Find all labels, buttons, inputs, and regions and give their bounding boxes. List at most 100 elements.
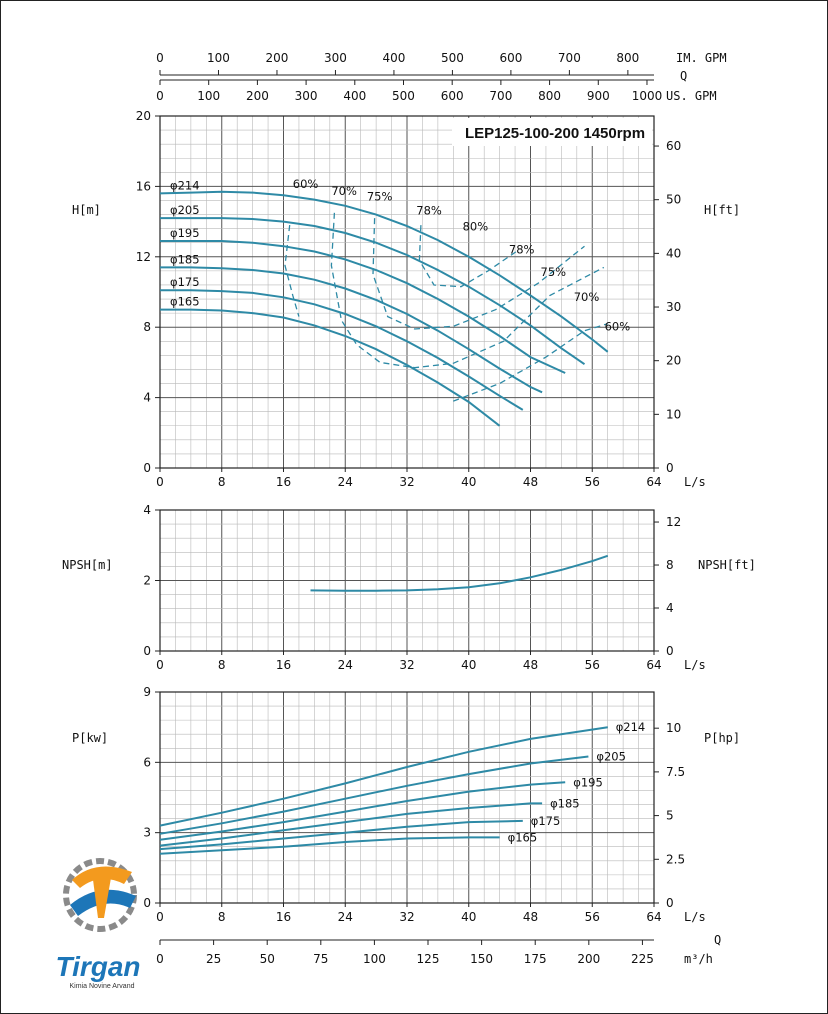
- series-line: [160, 266, 543, 394]
- series-label: φ195: [170, 226, 200, 240]
- x-tick-label: 64: [646, 658, 661, 672]
- y2-tick-label: 2.5: [666, 852, 685, 866]
- y-tick-label: 4: [143, 391, 151, 405]
- x-tick-label: 24: [338, 910, 353, 924]
- series-label: φ214: [170, 178, 200, 192]
- im-gpm-tick-label: 400: [382, 51, 405, 65]
- series-label: φ185: [550, 796, 580, 810]
- series-label: φ165: [170, 295, 200, 309]
- m3h-tick-label: 100: [363, 952, 386, 966]
- x-tick-label: 40: [461, 910, 476, 924]
- efficiency-label: 78%: [509, 242, 535, 256]
- efficiency-label: 70%: [574, 290, 600, 304]
- x-axis-label: L/s: [684, 910, 706, 924]
- m3h-tick-label: 50: [260, 952, 275, 966]
- im-gpm-tick-label: 700: [558, 51, 581, 65]
- chart-title: LEP125-100-200 1450rpm: [465, 125, 645, 142]
- x-tick-label: 24: [338, 475, 353, 489]
- us-gpm-tick-label: 500: [392, 89, 415, 103]
- x-tick-label: 0: [156, 910, 164, 924]
- im-gpm-tick-label: 500: [441, 51, 464, 65]
- logo-t-shape: [92, 872, 112, 918]
- x-tick-label: 48: [523, 475, 538, 489]
- m3h-tick-label: 25: [206, 952, 221, 966]
- series-label: φ205: [170, 203, 200, 217]
- x-tick-label: 64: [646, 475, 661, 489]
- y2-axis-label: NPSH[ft]: [698, 558, 756, 572]
- series-line: [159, 190, 609, 353]
- x-axis-label: L/s: [684, 475, 706, 489]
- y-tick-label: 4: [143, 503, 151, 517]
- y-tick-label: 0: [143, 896, 151, 910]
- x-tick-label: 32: [399, 658, 414, 672]
- efficiency-label: 75%: [541, 265, 567, 279]
- x-tick-label: 16: [276, 658, 291, 672]
- m3h-tick-label: 125: [417, 952, 440, 966]
- series-line: [159, 819, 523, 851]
- y2-tick-label: 0: [666, 461, 674, 475]
- series-label: φ214: [616, 720, 646, 734]
- us-gpm-tick-label: 700: [489, 89, 512, 103]
- y2-tick-label: 20: [666, 354, 681, 368]
- y2-tick-label: 30: [666, 300, 681, 314]
- y2-tick-label: 12: [666, 515, 681, 529]
- efficiency-label: 78%: [416, 204, 442, 218]
- series-label: φ165: [508, 830, 538, 844]
- y-tick-label: 16: [136, 179, 151, 193]
- y-tick-label: 3: [143, 826, 151, 840]
- efficiency-label: 80%: [463, 219, 489, 233]
- efficiency-label: 75%: [367, 189, 393, 203]
- y2-tick-label: 8: [666, 558, 674, 572]
- x-tick-label: 32: [399, 910, 414, 924]
- us-gpm-tick-label: 400: [343, 89, 366, 103]
- x-tick-label: 56: [585, 475, 600, 489]
- bottom-q-label: Q: [714, 933, 721, 947]
- y-tick-label: 0: [143, 644, 151, 658]
- us-gpm-tick-label: 800: [538, 89, 561, 103]
- x-tick-label: 16: [276, 475, 291, 489]
- m3h-tick-label: 0: [156, 952, 164, 966]
- y-tick-label: 2: [143, 574, 151, 588]
- x-tick-label: 32: [399, 475, 414, 489]
- logo-name: Tirgan: [55, 951, 140, 982]
- us-gpm-tick-label: 300: [295, 89, 318, 103]
- y-tick-label: 12: [136, 250, 151, 264]
- gear-icon: [63, 858, 137, 932]
- x-tick-label: 8: [218, 910, 226, 924]
- y-tick-label: 8: [143, 320, 151, 334]
- y2-tick-label: 50: [666, 193, 681, 207]
- y2-axis-label: H[ft]: [704, 203, 740, 217]
- m3h-tick-label: 175: [524, 952, 547, 966]
- x-tick-label: 16: [276, 910, 291, 924]
- efficiency-label: 70%: [331, 184, 357, 198]
- y-axis-label: H[m]: [72, 203, 101, 217]
- series-label: φ205: [596, 749, 626, 763]
- series-line: [160, 289, 524, 411]
- y2-tick-label: 40: [666, 246, 681, 260]
- efficiency-contour: [284, 225, 300, 317]
- im-gpm-tick-label: 0: [156, 51, 164, 65]
- us-gpm-tick-label: 200: [246, 89, 269, 103]
- im-gpm-label: IM. GPM: [676, 51, 727, 65]
- x-tick-label: 8: [218, 475, 226, 489]
- efficiency-contour: [372, 218, 585, 330]
- x-tick-label: 56: [585, 910, 600, 924]
- series-line: [159, 781, 566, 841]
- us-gpm-tick-label: 100: [197, 89, 220, 103]
- us-gpm-tick-label: 1000: [632, 89, 663, 103]
- efficiency-label: 60%: [605, 320, 631, 334]
- series-line: [159, 836, 500, 855]
- efficiency-contour: [330, 212, 605, 369]
- y2-tick-label: 10: [666, 721, 681, 735]
- im-gpm-tick-label: 600: [499, 51, 522, 65]
- series-line: [160, 217, 586, 366]
- series-label: φ185: [170, 252, 200, 266]
- im-gpm-tick-label: 300: [324, 51, 347, 65]
- y2-axis-label: P[hp]: [704, 731, 740, 745]
- y2-tick-label: 0: [666, 644, 674, 658]
- top-q-label: Q: [680, 69, 687, 83]
- m3h-tick-label: 150: [470, 952, 493, 966]
